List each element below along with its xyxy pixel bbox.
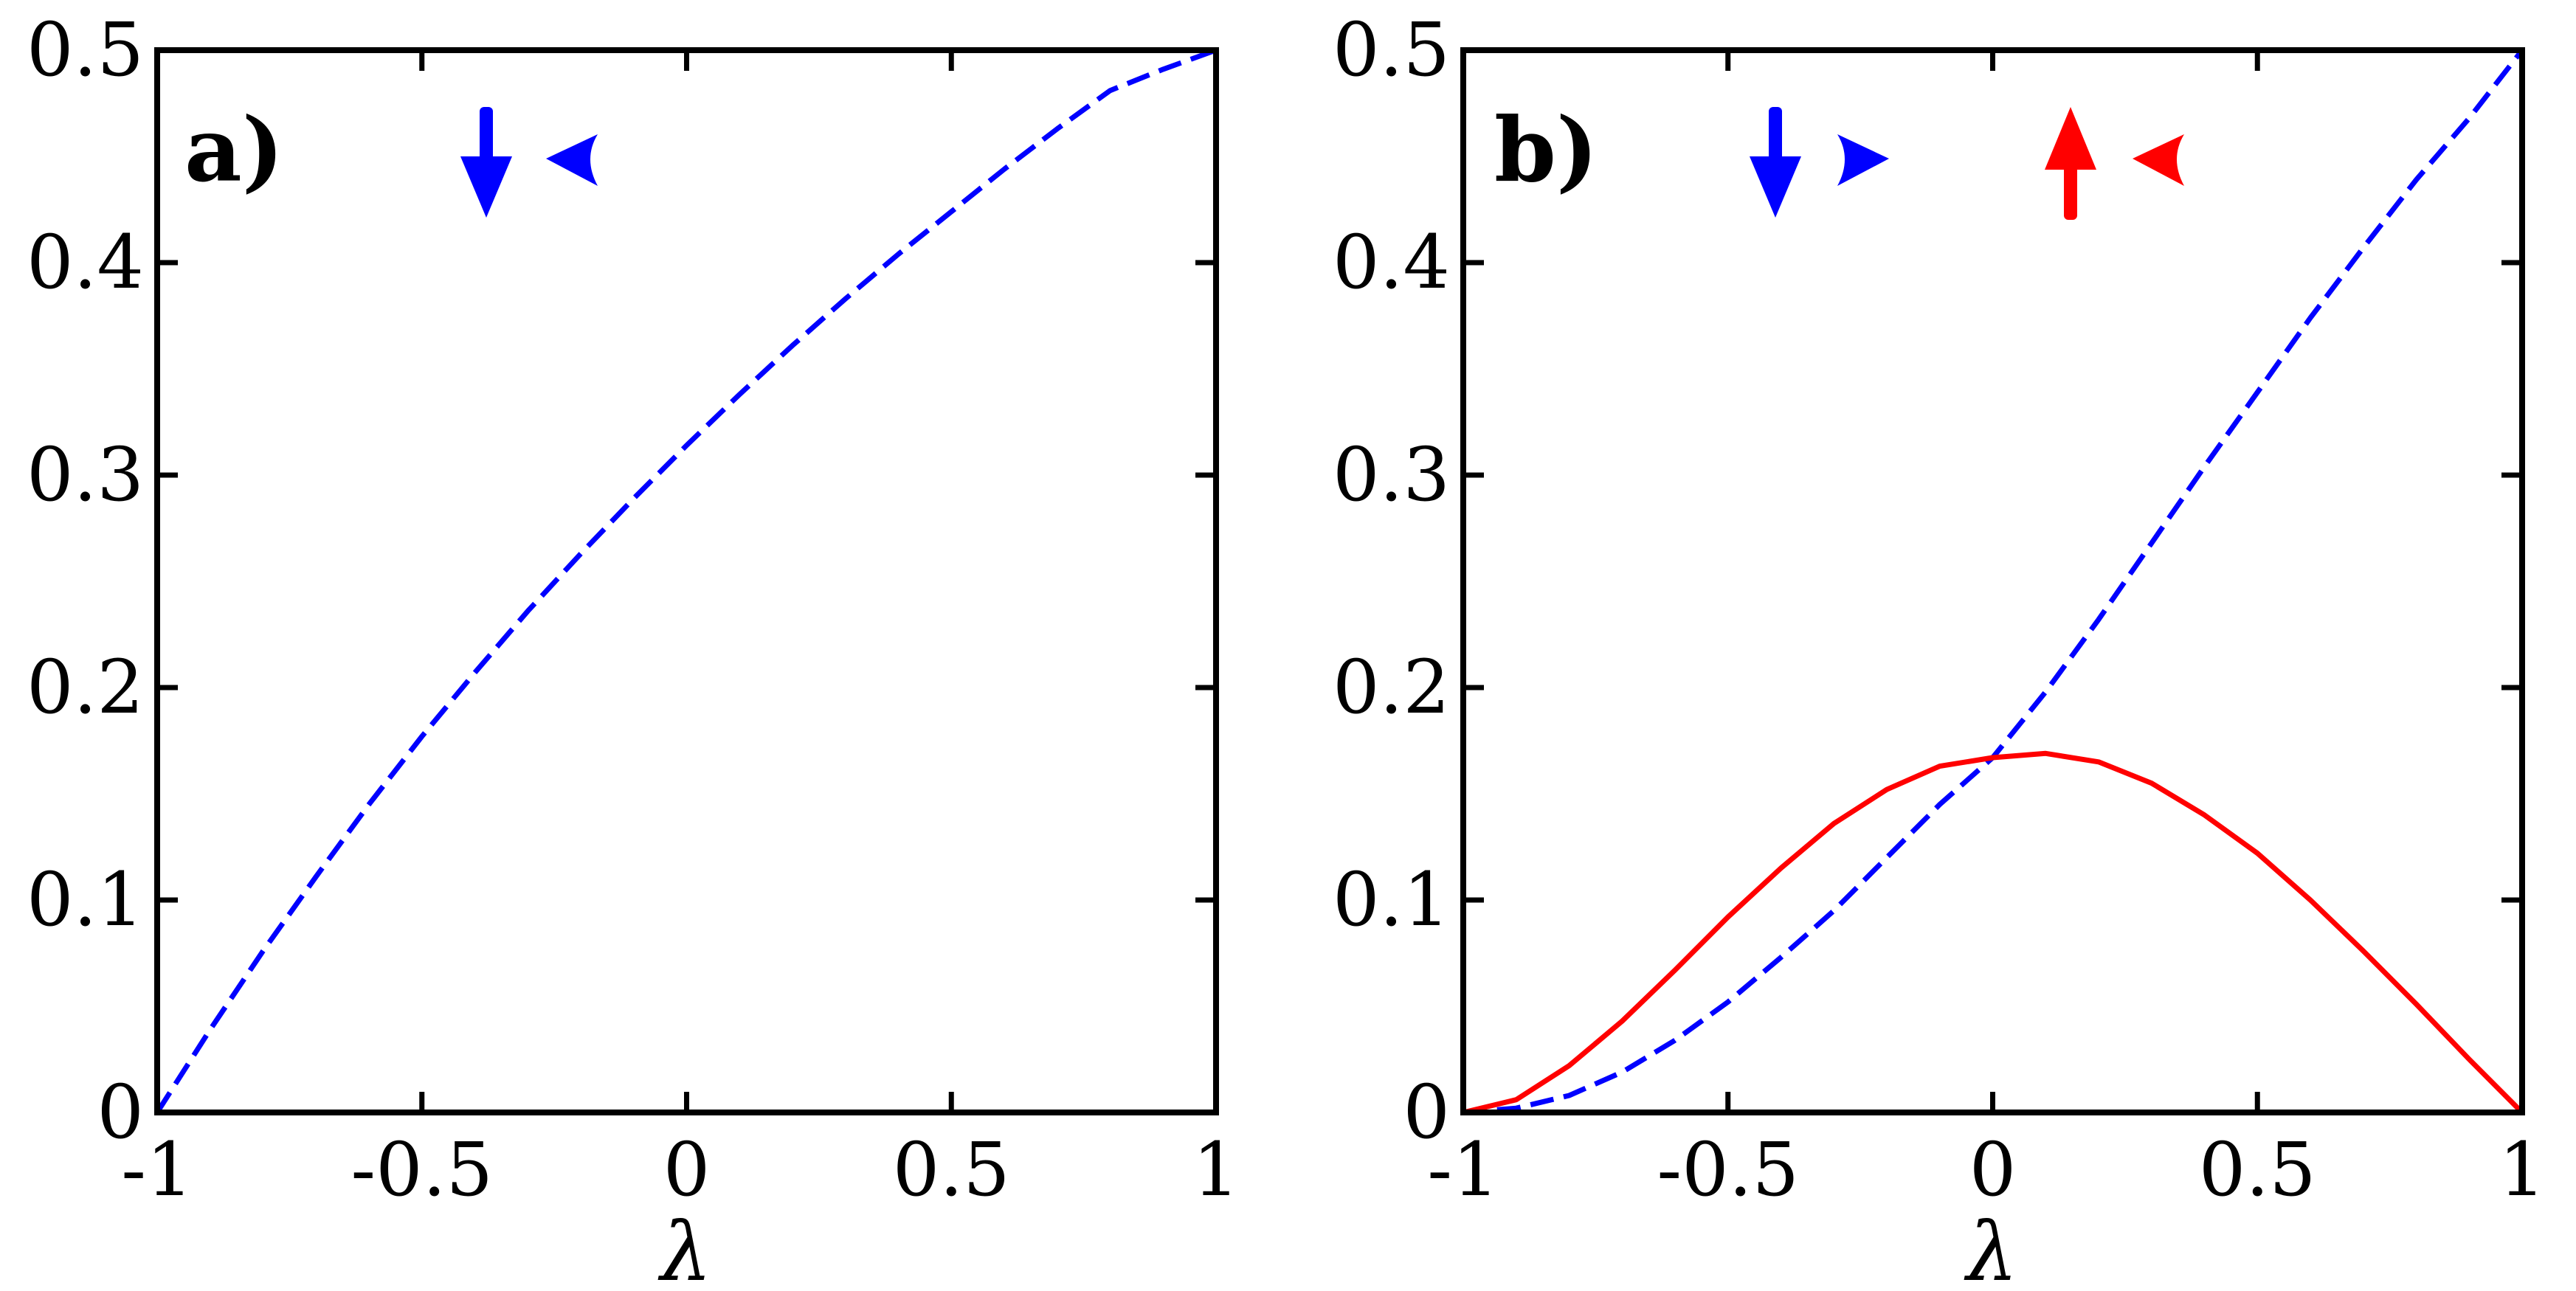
x-axis-label-b: λ (1964, 1205, 2018, 1291)
y-tick-label: 0.2 (27, 644, 144, 730)
y-tick-label: 0.4 (27, 219, 144, 305)
ticks-b: -1 -0.5 0 0.5 1 0 0.1 0.2 0.3 0.4 0.5 (1333, 7, 2546, 1213)
ticks-a: -1 -0.5 0 0.5 1 0 0.1 0.2 0.3 0.4 0.5 (27, 7, 1240, 1213)
y-tick-label: 0 (1403, 1069, 1450, 1155)
y-tick-label: 0.5 (1333, 7, 1450, 93)
plot-frame-a (154, 47, 1219, 1115)
x-tick-label: 0 (663, 1126, 711, 1213)
down-arrow-icon (1750, 107, 1801, 218)
x-axis-label-a: λ (657, 1205, 712, 1291)
panel-label-b: b) (1494, 98, 1598, 202)
series-line-solid-1 (1463, 750, 2524, 1115)
x-tick-label: -0.5 (351, 1126, 493, 1213)
panel-a: a) λ -1 -0.5 0 0.5 1 0 0.1 0.2 0.3 0.4 0.5 (27, 7, 1240, 1291)
plot-area-b (1463, 48, 2524, 1115)
y-tick-label: 0.4 (1333, 219, 1450, 305)
y-tick-label: 0.3 (27, 432, 144, 518)
panel-b: b) λ -1 -0.5 0 0.5 1 0 0.1 0.2 0.3 0.4 0.5 (1333, 7, 2546, 1291)
x-tick-label: -1 (1427, 1126, 1499, 1213)
x-tick-label: 1 (2499, 1126, 2546, 1213)
y-tick-label: 0.1 (1333, 856, 1450, 943)
x-tick-label: 1 (1192, 1126, 1240, 1213)
plot-area-a (155, 47, 1218, 1114)
x-tick-label: 0 (1969, 1126, 2017, 1213)
left-arrowhead-icon (2133, 134, 2184, 186)
x-tick-label: 0.5 (893, 1126, 1010, 1213)
y-tick-label: 0.1 (27, 856, 144, 943)
legend-glyphs-a (460, 107, 598, 218)
legend-glyphs-b (1750, 107, 2184, 220)
up-arrow-icon (2045, 107, 2096, 220)
series-line-dashed-0 (155, 47, 1218, 1114)
panel-label-a: a) (184, 98, 284, 202)
down-arrow-icon (460, 107, 512, 218)
y-tick-label: 0 (97, 1069, 144, 1155)
y-tick-label: 0.5 (27, 7, 144, 93)
y-tick-label: 0.2 (1333, 644, 1450, 730)
x-tick-label: 0.5 (2199, 1126, 2316, 1213)
left-arrowhead-icon (546, 134, 598, 186)
right-arrowhead-icon (1837, 134, 1889, 186)
x-tick-label: -1 (121, 1126, 193, 1213)
x-tick-label: -0.5 (1657, 1126, 1799, 1213)
y-tick-label: 0.3 (1333, 432, 1450, 518)
